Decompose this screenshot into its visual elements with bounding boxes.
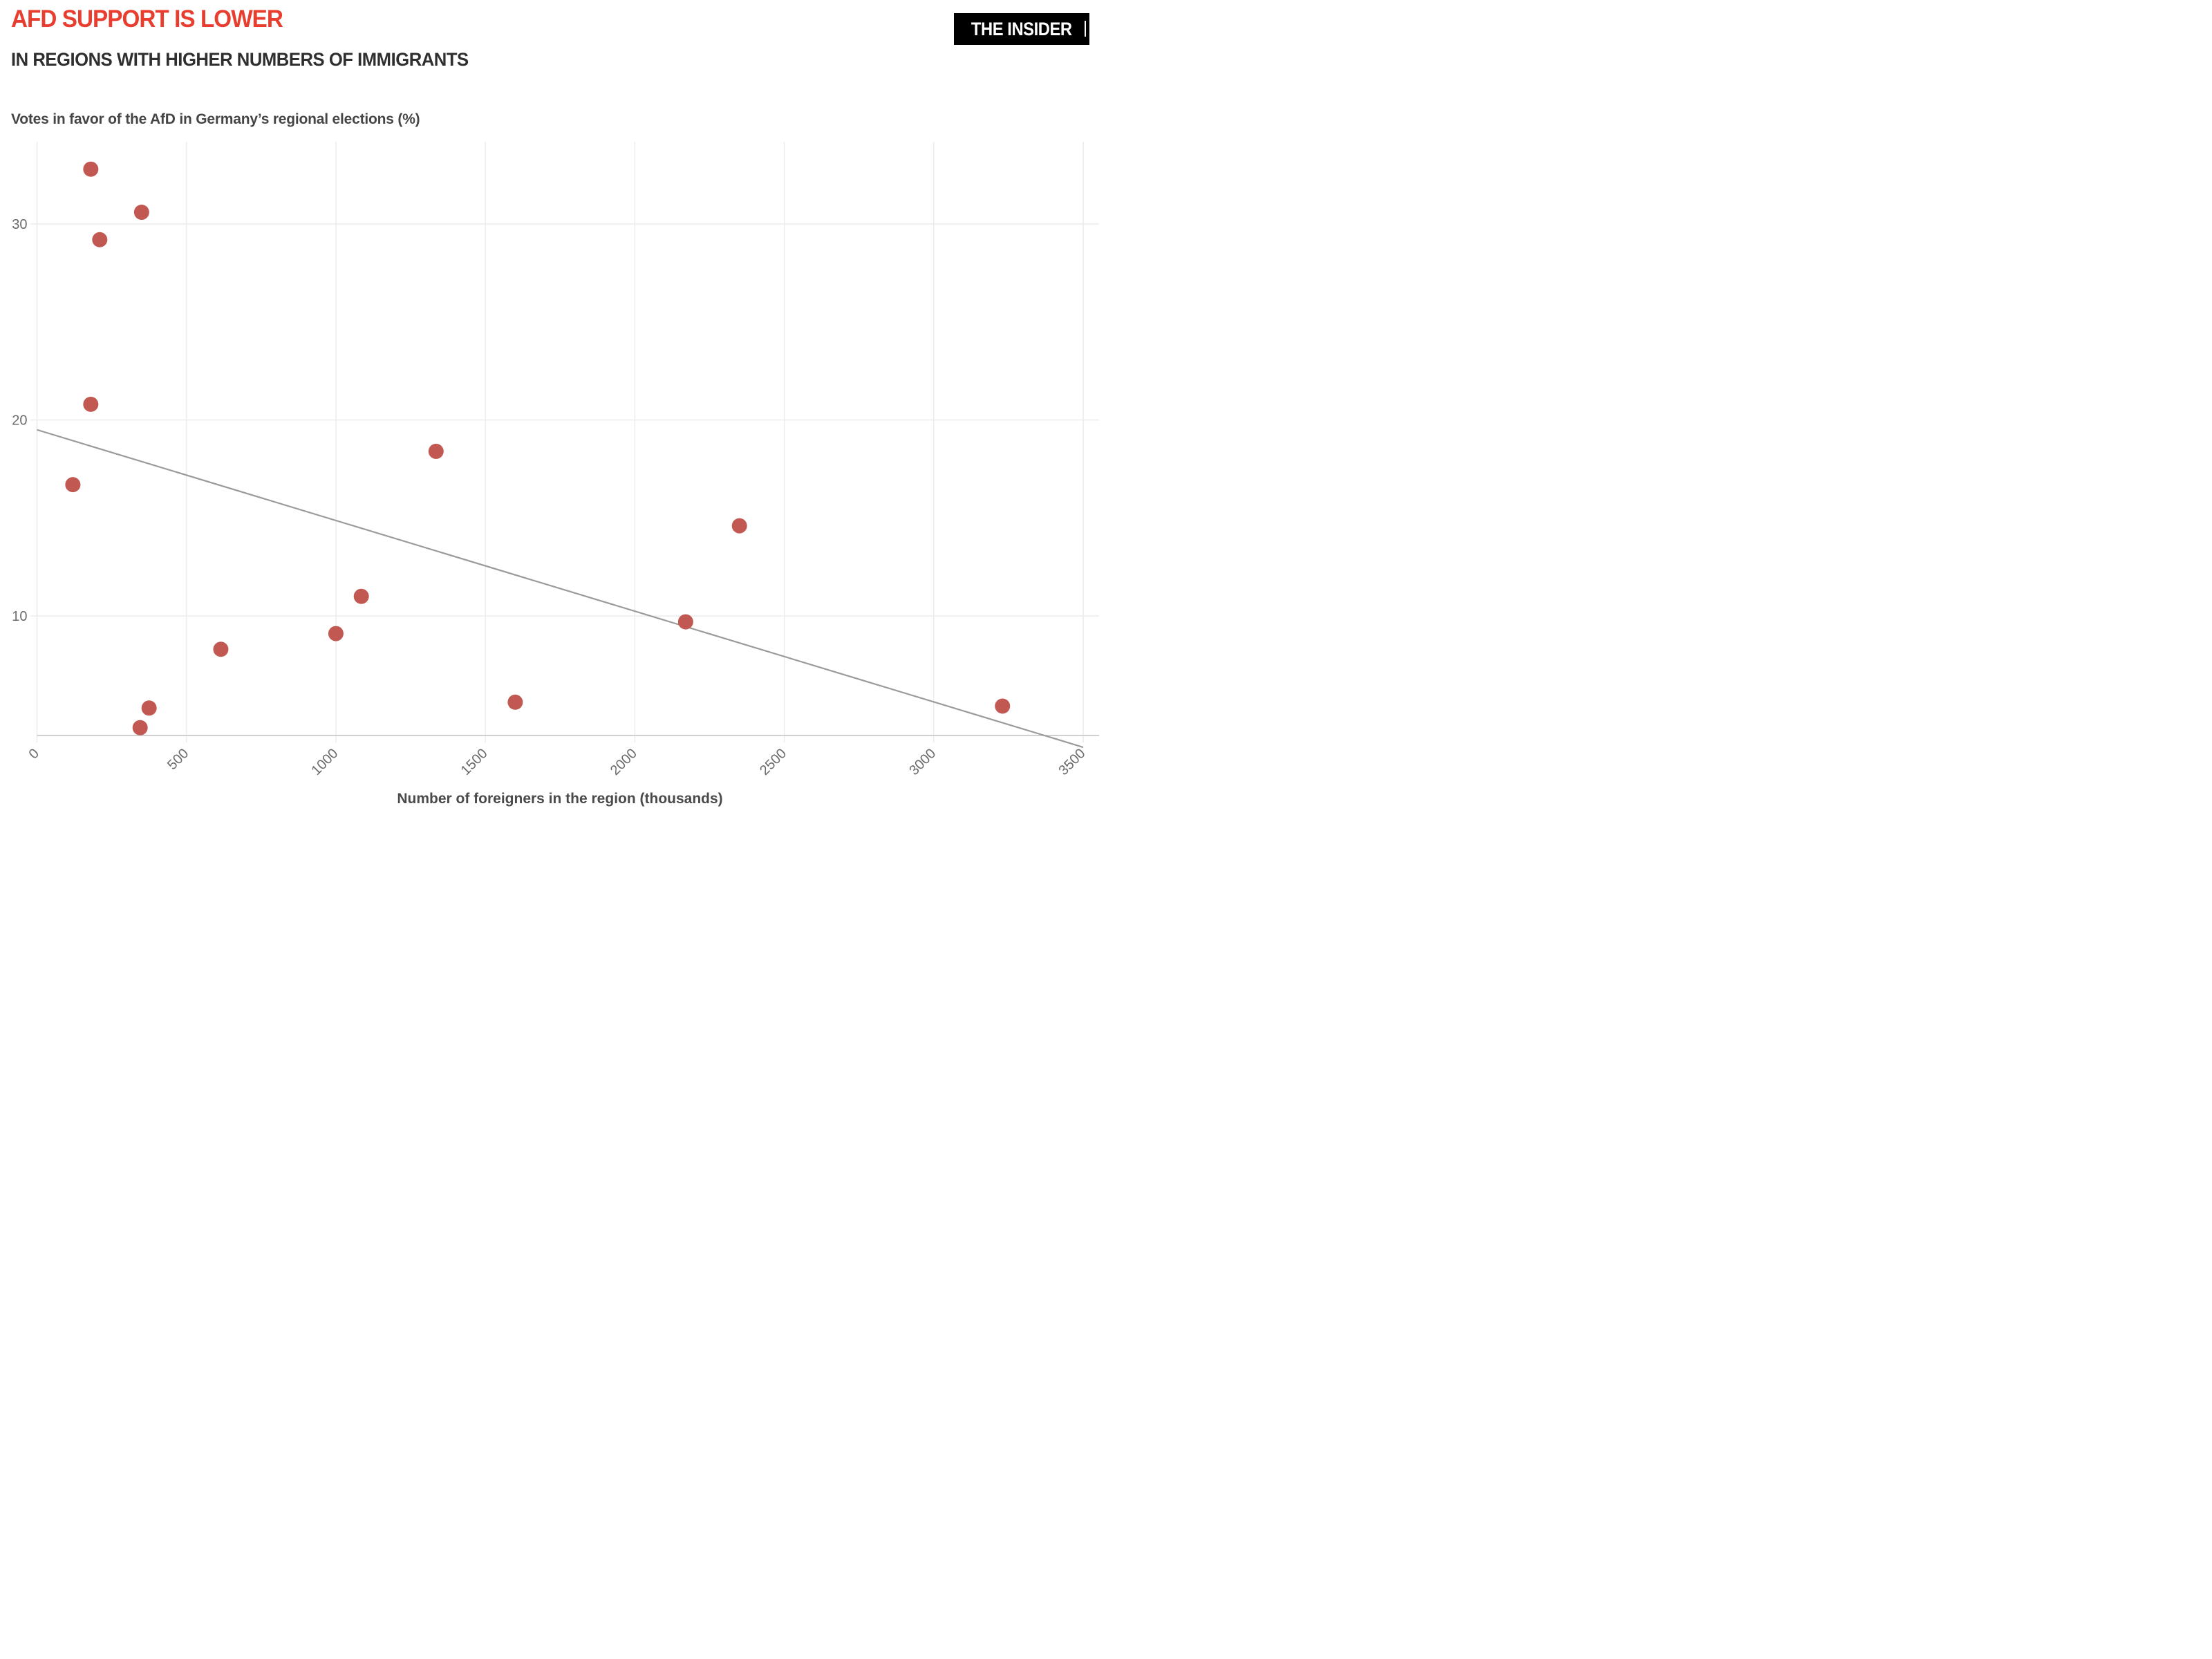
logo-cursor-bar (1084, 21, 1086, 37)
page: AFD SUPPORT IS LOWER IN REGIONS WITH HIG… (0, 0, 1106, 830)
y-tick-label: 10 (12, 609, 27, 624)
data-point (328, 626, 344, 641)
logo-text: THE INSIDER (971, 18, 1072, 39)
x-tick-label: 0 (26, 746, 42, 762)
data-point (141, 700, 157, 716)
x-axis-title: Number of foreigners in the region (thou… (397, 791, 723, 807)
y-tick-label: 30 (12, 217, 27, 232)
data-point (132, 720, 148, 735)
x-tick-label: 1000 (308, 746, 341, 778)
data-point (428, 443, 444, 459)
x-tick-label: 1500 (458, 746, 491, 778)
data-point (83, 396, 99, 412)
data-point (677, 614, 693, 630)
data-point (507, 694, 523, 710)
trend-line (37, 429, 1084, 749)
x-tick-label: 3000 (906, 746, 939, 778)
data-point (731, 518, 747, 534)
data-point (995, 698, 1011, 714)
x-tick-label: 500 (165, 746, 191, 773)
data-point (83, 161, 99, 177)
x-tick-label: 2000 (608, 746, 640, 778)
page-subtitle: IN REGIONS WITH HIGHER NUMBERS OF IMMIGR… (11, 49, 469, 70)
data-point (353, 588, 369, 604)
x-tick-label: 2500 (757, 746, 789, 778)
data-point (65, 477, 81, 493)
x-tick-label: 3500 (1056, 746, 1089, 778)
data-point (92, 232, 108, 247)
logo: THE INSIDER (954, 13, 1089, 45)
data-point (213, 641, 229, 657)
page-title: AFD SUPPORT IS LOWER (11, 6, 283, 32)
data-point (133, 205, 149, 221)
chart-title: Votes in favor of the AfD in Germany’s r… (11, 111, 420, 127)
y-tick-label: 20 (12, 413, 27, 429)
scatter-plot: 10 20 30 0 500 1000 1500 2000 2500 3000 3500 (12, 142, 1099, 778)
